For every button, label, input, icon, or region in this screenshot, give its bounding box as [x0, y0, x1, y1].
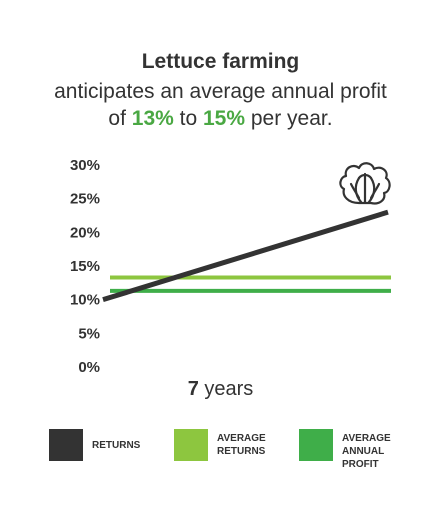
- x-axis-label: 7 years: [0, 378, 441, 401]
- subtitle-line-1: anticipates an average annual profit: [54, 80, 387, 103]
- legend-label-average-annual-profit-line-2: ANNUAL: [342, 446, 385, 457]
- subtitle-high-value: 15%: [202, 107, 246, 130]
- y-axis-ticks: 30% 25% 20% 15% 10% 5% 0%: [70, 157, 100, 376]
- chart-subtitle: anticipates an average annual profit of …: [0, 78, 441, 132]
- series-lines: [102, 209, 391, 303]
- subtitle-post: per year.: [245, 107, 333, 130]
- y-tick-label-25-percent: 25%: [70, 191, 100, 208]
- legend-swatch-average-returns: [174, 429, 208, 461]
- subtitle-low-value: 13%: [131, 107, 174, 130]
- legend-swatch-average-annual-profit: [299, 429, 333, 461]
- subtitle-line-2: of 13% to 15% per year.: [0, 105, 441, 132]
- y-tick-label-5-percent: 5%: [78, 325, 100, 342]
- years-unit: years: [198, 378, 254, 400]
- y-tick-label-15-percent: 15%: [70, 258, 100, 275]
- lettuce-icon: [339, 162, 391, 205]
- y-tick-label-10-percent: 10%: [70, 292, 100, 309]
- subtitle-mid: to: [173, 107, 203, 130]
- legend-label-average-annual-profit-line-3: PROFIT: [342, 459, 379, 470]
- legend-label-returns: RETURNS: [92, 439, 140, 452]
- chart-title: Lettuce farming: [141, 50, 300, 73]
- y-tick-label-30-percent: 30%: [70, 157, 100, 174]
- y-tick-label-0-percent: 0%: [78, 359, 100, 376]
- years-number: 7: [187, 378, 199, 400]
- y-tick-label-20-percent: 20%: [70, 224, 100, 241]
- legend-label-average-returns: AVERAGE RETURNS: [217, 432, 266, 458]
- legend-label-average-annual-profit-line-1: AVERAGE: [342, 433, 391, 444]
- series-line-returns: [102, 209, 389, 303]
- legend-label-returns-line-1: RETURNS: [92, 440, 141, 451]
- legend-label-average-annual-profit: AVERAGE ANNUAL PROFIT: [342, 432, 391, 471]
- legend-label-average-returns-line-2: RETURNS: [217, 446, 266, 457]
- legend-swatch-returns: [49, 429, 83, 461]
- subtitle-pre: of: [108, 107, 132, 130]
- legend-label-average-returns-line-1: AVERAGE: [217, 433, 266, 444]
